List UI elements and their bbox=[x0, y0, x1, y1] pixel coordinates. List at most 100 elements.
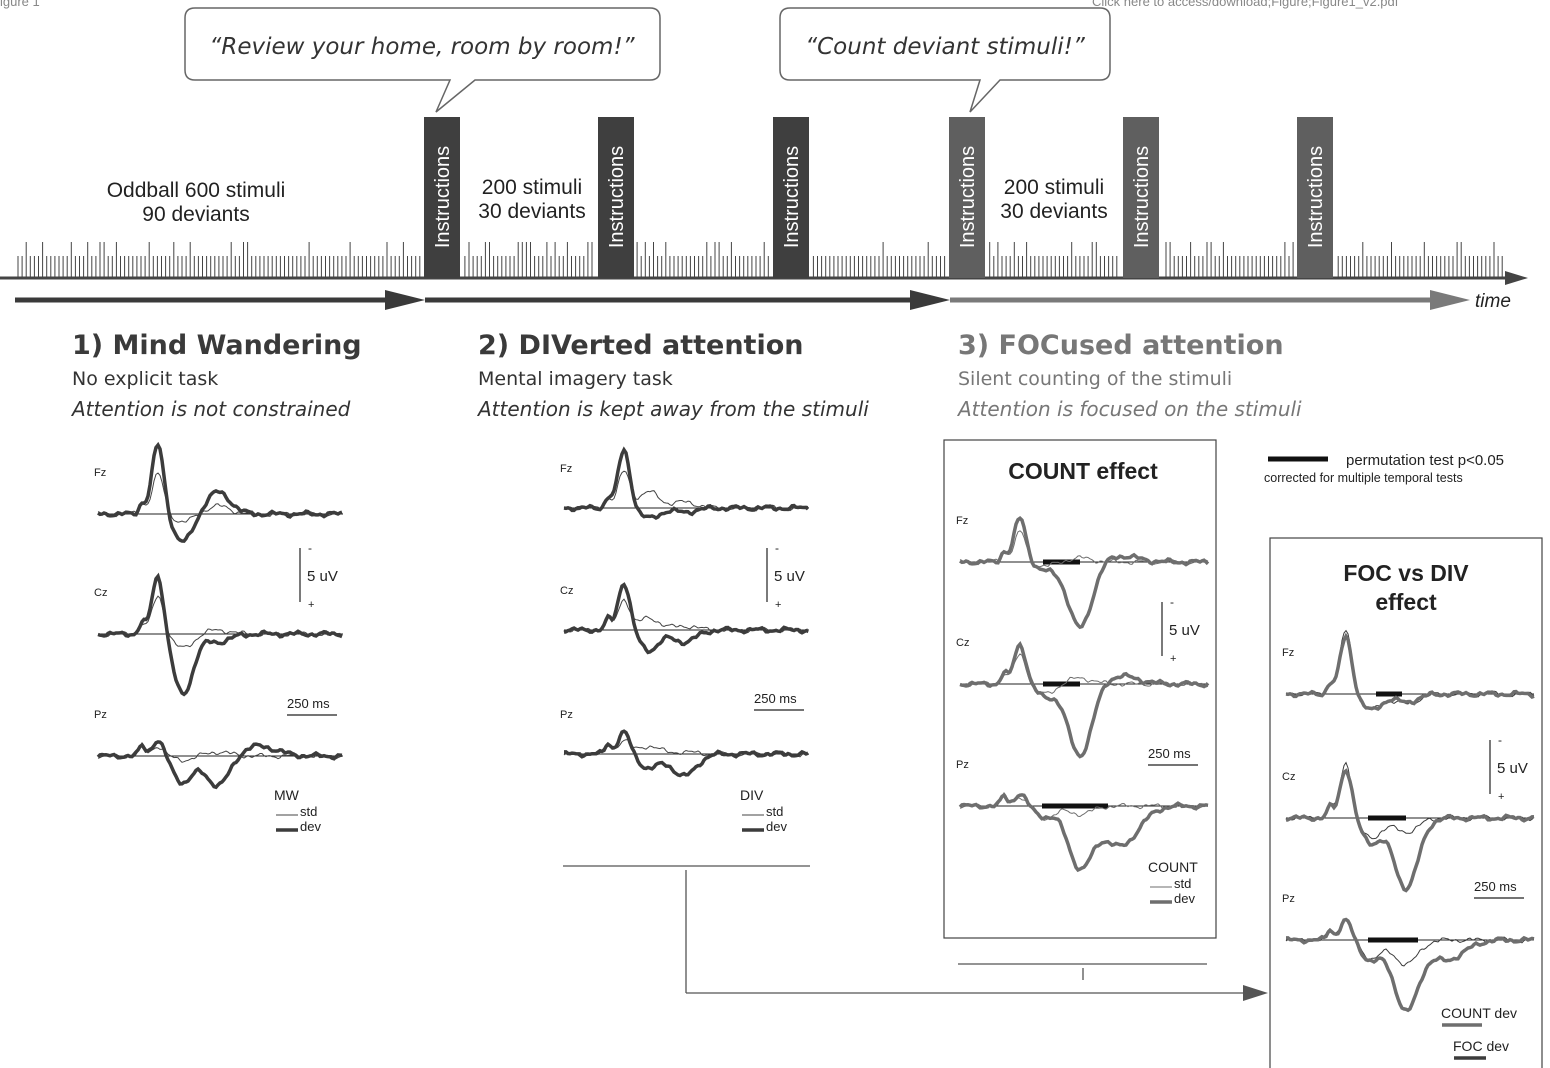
legend-std-label: std bbox=[1174, 876, 1191, 891]
legend-dev-label: dev bbox=[1174, 891, 1195, 906]
phase-arrow-mw bbox=[15, 290, 425, 310]
electrode-label: Fz bbox=[956, 515, 968, 527]
scale-minus: - bbox=[308, 541, 312, 555]
erp-trace-thick bbox=[1285, 768, 1535, 893]
oddball-line2: 90 deviants bbox=[142, 203, 249, 226]
condition-attention-div: Attention is kept away from the stimuli bbox=[476, 397, 869, 421]
comparison-bracket bbox=[563, 865, 1255, 994]
instruction-box bbox=[598, 117, 634, 278]
erp-trace-thick bbox=[1286, 917, 1535, 1013]
scale-plus: + bbox=[1170, 653, 1176, 665]
block2-line1: 200 stimuli bbox=[482, 176, 582, 199]
legend-std-label: std bbox=[766, 804, 783, 819]
bubble-count-text: “Count deviant stimuli!” bbox=[805, 34, 1086, 60]
electrode-label: Fz bbox=[1282, 647, 1294, 659]
scale-uv: 5 uV bbox=[1169, 622, 1200, 639]
erp-trace-thick bbox=[959, 641, 1210, 759]
timeline-arrowhead bbox=[1505, 271, 1528, 285]
condition-title-div: 2) DIVerted attention bbox=[478, 330, 803, 361]
foc-div-title-1: FOC vs DIV bbox=[1343, 560, 1469, 586]
condition-task-div: Mental imagery task bbox=[478, 368, 673, 390]
instruction-box bbox=[949, 117, 985, 278]
instruction-label: Instructions bbox=[1131, 146, 1153, 248]
figure-label: igure 1 bbox=[0, 0, 40, 9]
time-scale-label: 250 ms bbox=[1474, 879, 1517, 894]
erp-trace-thick bbox=[96, 740, 343, 790]
count-effect-title: COUNT effect bbox=[1008, 458, 1158, 484]
electrode-label: Fz bbox=[94, 467, 106, 479]
legend-title: MW bbox=[274, 787, 300, 803]
time-scale-label: 250 ms bbox=[287, 696, 330, 711]
erp-panel-foc-vs-div: Fz Cz Pz - 5 uV +250 ms COUNT dev FOC dev bbox=[1282, 629, 1535, 1060]
electrode-label: Cz bbox=[94, 587, 107, 599]
block3-line1: 200 stimuli bbox=[1004, 176, 1104, 199]
speech-bubble-review: “Review your home, room by room!” bbox=[184, 7, 661, 113]
scale-minus: - bbox=[1170, 595, 1174, 609]
instruction-box bbox=[1123, 117, 1159, 278]
erp-trace-thin bbox=[1285, 629, 1535, 711]
erp-trace-thick bbox=[959, 516, 1210, 630]
scale-uv: 5 uV bbox=[1497, 760, 1528, 777]
scale-plus: + bbox=[775, 599, 781, 611]
erp-trace-thick bbox=[1285, 632, 1535, 712]
foc-div-title-2: effect bbox=[1375, 589, 1437, 615]
instruction-box bbox=[1297, 117, 1333, 278]
phase-arrow-foc bbox=[950, 290, 1470, 310]
legend-title: COUNT bbox=[1148, 859, 1198, 875]
condition-attention-mw: Attention is not constrained bbox=[70, 397, 351, 421]
stimulus-ticks bbox=[17, 242, 1503, 277]
erp-trace-thin bbox=[97, 595, 343, 648]
block2-line2: 30 deviants bbox=[478, 200, 585, 223]
legend-foc-dev-label: FOC dev bbox=[1453, 1038, 1509, 1054]
permutation-line2: corrected for multiple temporal tests bbox=[1264, 471, 1463, 485]
legend-dev-label: dev bbox=[766, 819, 787, 834]
electrode-label: Cz bbox=[560, 585, 573, 597]
time-scale-label: 250 ms bbox=[754, 691, 797, 706]
instruction-label: Instructions bbox=[1305, 146, 1327, 248]
electrode-label: Pz bbox=[1282, 893, 1295, 905]
scale-minus: - bbox=[1498, 733, 1502, 747]
legend-count-dev-label: COUNT dev bbox=[1441, 1005, 1517, 1021]
phase-arrow-div bbox=[425, 290, 950, 310]
electrode-label: Fz bbox=[560, 463, 572, 475]
electrode-label: Cz bbox=[1282, 771, 1295, 783]
electrode-label: Pz bbox=[94, 709, 107, 721]
instruction-label: Instructions bbox=[781, 146, 803, 248]
instruction-label: Instructions bbox=[957, 146, 979, 248]
permutation-line1: permutation test p<0.05 bbox=[1346, 452, 1504, 469]
instruction-blocks: Instructions Instructions Instructions Inst… bbox=[424, 117, 1333, 278]
condition-title-mw: 1) Mind Wandering bbox=[72, 330, 362, 361]
instruction-label: Instructions bbox=[606, 146, 628, 248]
scale-plus: + bbox=[1498, 791, 1504, 803]
legend-std-label: std bbox=[300, 804, 317, 819]
bubble-review-text: “Review your home, room by room!” bbox=[209, 34, 635, 60]
condition-task-foc: Silent counting of the stimuli bbox=[958, 368, 1232, 390]
oddball-line1: Oddball 600 stimuli bbox=[107, 179, 286, 202]
electrode-label: Cz bbox=[956, 637, 969, 649]
count-effect-box bbox=[943, 439, 1217, 939]
electrode-label: Pz bbox=[560, 709, 573, 721]
time-label: time bbox=[1475, 291, 1511, 312]
instruction-box bbox=[773, 117, 809, 278]
electrode-label: Pz bbox=[956, 759, 969, 771]
erp-trace-thin bbox=[1285, 918, 1535, 967]
instruction-box bbox=[424, 117, 460, 278]
legend-title: DIV bbox=[740, 787, 764, 803]
erp-trace-thick bbox=[958, 792, 1209, 873]
download-link[interactable]: Click here to access/download;Figure;Fig… bbox=[1092, 0, 1399, 9]
time-scale-label: 250 ms bbox=[1148, 746, 1191, 761]
erp-trace-thick bbox=[563, 582, 809, 655]
speech-bubble-count: “Count deviant stimuli!” bbox=[779, 7, 1111, 113]
condition-task-mw: No explicit task bbox=[72, 368, 218, 390]
foc-div-box bbox=[1269, 537, 1543, 1068]
erp-trace-thick bbox=[97, 441, 343, 543]
condition-title-foc: 3) FOCused attention bbox=[958, 330, 1284, 361]
block3-line2: 30 deviants bbox=[1000, 200, 1107, 223]
instruction-label: Instructions bbox=[432, 146, 454, 248]
erp-trace-thick bbox=[563, 446, 810, 521]
scale-uv: 5 uV bbox=[307, 568, 338, 585]
